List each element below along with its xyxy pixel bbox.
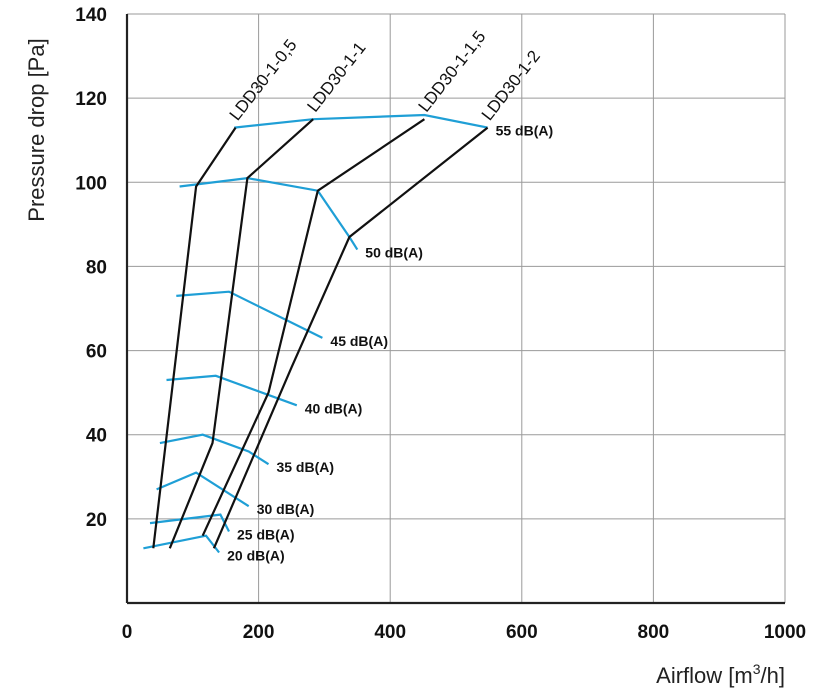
model-curve — [152, 126, 237, 549]
x-axis-title-end: /h] — [761, 663, 785, 688]
sound-level-line — [156, 471, 250, 508]
x-tick-label: 600 — [506, 622, 538, 643]
y-tick-label: 20 — [86, 510, 107, 531]
sound-level-label: 35 dB(A) — [276, 459, 334, 475]
y-tick-label: 100 — [75, 173, 107, 194]
sound-level-label: 50 dB(A) — [365, 245, 423, 261]
x-axis-title-sup: 3 — [753, 661, 761, 677]
sound-level-line — [176, 290, 323, 339]
sound-level-line — [234, 113, 488, 129]
sound-level-line — [159, 433, 270, 466]
sound-level-label: 40 dB(A) — [305, 400, 363, 416]
x-tick-label: 200 — [243, 622, 275, 643]
tick-labels: 0 200 400 600 800 1000 20 40 60 80 100 120 140 — [75, 5, 806, 643]
x-axis-title: Airflow [m3/h] — [656, 661, 785, 688]
sound-level-label: 25 dB(A) — [237, 526, 295, 542]
model-curve-label: LDD30-1-1 — [303, 38, 369, 115]
y-axis-title: Pressure drop [Pa] — [24, 38, 49, 221]
y-tick-label: 140 — [75, 5, 107, 26]
x-tick-label: 800 — [638, 622, 670, 643]
y-tick-label: 120 — [75, 89, 107, 110]
x-tick-label: 0 — [122, 622, 133, 643]
sound-level-line — [166, 374, 298, 407]
x-axis-title-main: Airflow [m — [656, 663, 753, 688]
sound-level-label: 30 dB(A) — [257, 501, 315, 517]
grid — [127, 13, 786, 603]
model-curves — [152, 118, 489, 549]
y-tick-label: 60 — [86, 342, 107, 363]
sound-level-line — [149, 513, 230, 532]
x-tick-label: 1000 — [764, 622, 806, 643]
model-curve — [201, 118, 426, 537]
y-tick-label: 80 — [86, 257, 107, 278]
series-labels: 20 dB(A) 25 dB(A) 30 dB(A) 35 dB(A) 40 dB(A)… — [226, 27, 553, 563]
sound-level-label: 55 dB(A) — [496, 123, 554, 139]
axes — [125, 14, 785, 605]
sound-level-label: 45 dB(A) — [330, 333, 388, 349]
sound-level-line — [179, 176, 359, 251]
model-curve-label: LDD30-1-1,5 — [415, 27, 490, 115]
model-curve — [168, 118, 314, 549]
x-tick-label: 400 — [374, 622, 406, 643]
model-curve-label: LDD30-1-2 — [478, 47, 544, 124]
sound-level-label: 20 dB(A) — [227, 548, 285, 564]
model-curve-label: LDD30-1-0,5 — [226, 36, 301, 124]
y-tick-label: 40 — [86, 426, 107, 447]
model-curve — [212, 126, 489, 549]
